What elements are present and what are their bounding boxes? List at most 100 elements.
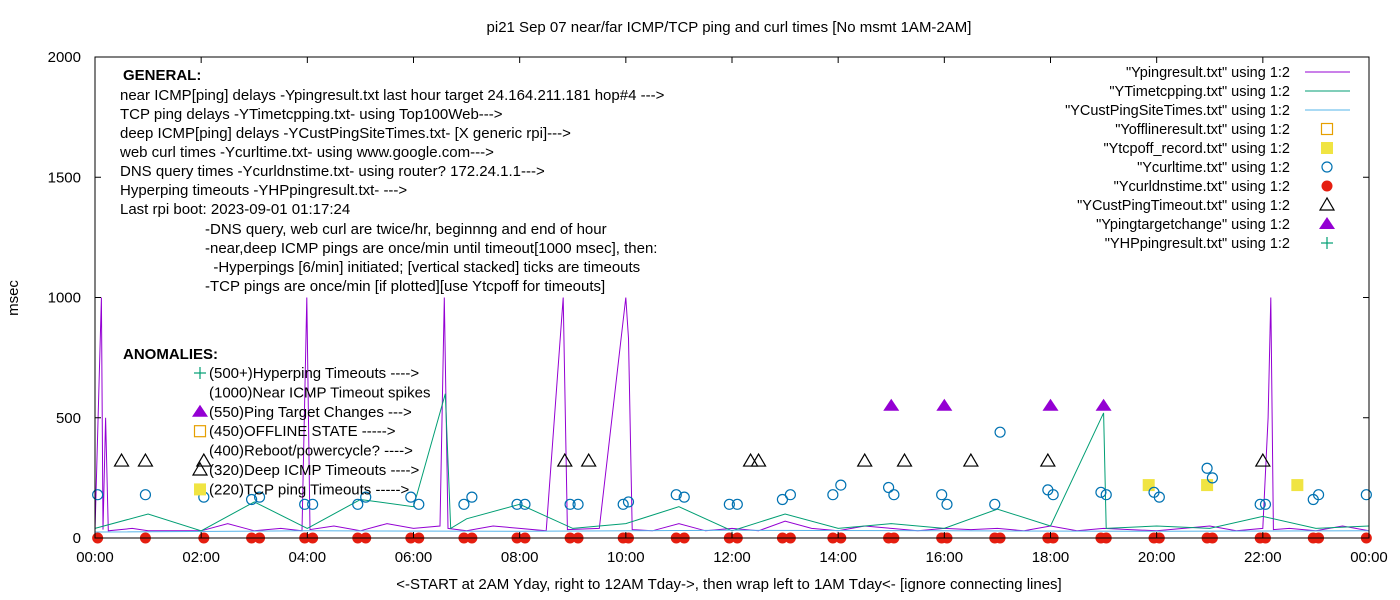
series-point-5 [827, 489, 839, 501]
y-axis-label: msec [5, 280, 22, 316]
series-point-7 [1039, 452, 1056, 467]
series-point-8 [936, 398, 953, 411]
anomaly-line: (220)TCP ping Timeouts -----> [209, 481, 409, 498]
legend-label: "Ycurltime.txt" using 1:2 [1137, 160, 1290, 176]
x-tick-label: 06:00 [395, 549, 433, 566]
legend-swatch [1320, 122, 1334, 136]
x-tick-label: 16:00 [926, 549, 964, 566]
anomaly-line: (1000)Near ICMP Timeout spikes [209, 384, 430, 401]
general-line: TCP ping delays -YTimetcpping.txt- using… [120, 106, 503, 123]
series-point-5 [519, 498, 531, 510]
annotation-layer: GENERAL: near ICMP[ping] delays -Ypingres… [119, 67, 665, 498]
chart-title: pi21 Sep 07 near/far ICMP/TCP ping and c… [487, 19, 972, 36]
legend-swatch [1319, 217, 1335, 229]
anomaly-marker [194, 483, 206, 496]
y-tick-label: 1500 [48, 169, 81, 186]
series-point-8 [883, 398, 900, 411]
general-line: Last rpi boot: 2023-09-01 01:17:24 [120, 201, 350, 218]
anomaly-marker [193, 425, 207, 438]
series-point-5 [1047, 489, 1059, 501]
legend-swatch [1321, 161, 1333, 173]
x-tick-label: 02:00 [182, 549, 220, 566]
legend-label: "Ytcpoff_record.txt" using 1:2 [1103, 141, 1290, 157]
series-point-5 [253, 491, 266, 503]
series-point-5 [572, 498, 584, 510]
series-point-8 [1042, 398, 1059, 411]
series-point-7 [580, 452, 597, 467]
series-point-5 [360, 491, 372, 503]
series-point-4 [1142, 479, 1155, 492]
legend-swatch [1321, 142, 1333, 154]
series-point-5 [139, 489, 152, 501]
series-point-5 [245, 493, 258, 506]
series-point-5 [307, 498, 319, 510]
general-note: -Hyperpings [6/min] initiated; [vertical… [205, 259, 640, 276]
series-point-7 [896, 452, 913, 467]
series-point-5 [466, 491, 478, 503]
series-point-5 [511, 498, 523, 510]
anomaly-marker [194, 367, 206, 379]
general-note: -DNS query, web curl are twice/hr, begin… [205, 221, 607, 238]
general-line: near ICMP[ping] delays -Ypingresult.txt … [120, 87, 665, 104]
legend-swatch [1321, 237, 1333, 249]
series-point-7 [742, 452, 759, 467]
x-tick-label: 20:00 [1138, 549, 1176, 566]
series-point-5 [1206, 472, 1219, 484]
series-point-5 [888, 489, 900, 501]
series-point-5 [1095, 486, 1107, 498]
general-note: -near,deep ICMP pings are once/min until… [205, 240, 657, 257]
x-tick-label: 00:00 [1350, 549, 1388, 566]
series-point-5 [564, 498, 576, 510]
series-point-7 [195, 452, 212, 467]
anomalies-heading: ANOMALIES: [123, 346, 218, 363]
series-point-5 [941, 498, 953, 510]
series-point-7 [750, 452, 767, 467]
series-point-5 [731, 498, 743, 510]
series-line-1 [94, 393, 1370, 532]
series-point-5 [413, 498, 425, 510]
anomaly-line: (320)Deep ICMP Timeouts ----> [209, 462, 419, 479]
general-line: deep ICMP[ping] delays -YCustPingSiteTim… [120, 125, 571, 142]
series-point-8 [1095, 398, 1112, 411]
series-point-5 [784, 489, 796, 501]
series-point-5 [678, 491, 690, 503]
series-point-5 [776, 493, 789, 506]
anomaly-line: (450)OFFLINE STATE -----> [209, 423, 396, 440]
legend-label: "Ypingresult.txt" using 1:2 [1126, 65, 1290, 81]
series-point-7 [137, 452, 154, 467]
series-point-5 [1153, 491, 1165, 503]
series-point-5 [835, 479, 847, 491]
series-point-4 [1291, 479, 1304, 492]
legend: "Ypingresult.txt" using 1:2 "YTimetcpping… [1065, 65, 1350, 252]
series-point-5 [1201, 462, 1213, 474]
series-point-7 [962, 452, 979, 467]
series-point-5 [1254, 498, 1266, 510]
legend-label: "Ypingtargetchange" using 1:2 [1096, 217, 1290, 233]
anomaly-marker [192, 404, 208, 417]
tick-layer: 00:00 02:00 04:00 06:00 08:00 10:00 12:00 14:00… [48, 49, 1388, 566]
series-layer [94, 297, 1370, 533]
anomaly-line: (400)Reboot/powercycle? ----> [209, 443, 413, 460]
y-tick-label: 500 [56, 410, 81, 427]
series-point-5 [622, 496, 635, 508]
anomaly-line: (500+)Hyperping Timeouts ----> [209, 365, 419, 382]
plot-area: 00:00 02:00 04:00 06:00 08:00 10:00 12:00 14:00… [48, 49, 1388, 566]
x-tick-label: 22:00 [1244, 549, 1282, 566]
x-tick-label: 10:00 [607, 549, 645, 566]
series-point-5 [1100, 489, 1112, 501]
legend-label: "Ycurldnstime.txt" using 1:2 [1114, 179, 1290, 195]
series-point-7 [856, 452, 873, 467]
series-point-7 [556, 452, 573, 467]
legend-label: "YTimetcpping.txt" using 1:2 [1109, 84, 1290, 100]
anomaly-line: (550)Ping Target Changes ---> [209, 404, 412, 421]
series-point-7 [113, 452, 130, 467]
series-point-5 [989, 498, 1001, 510]
legend-label: "Yofflineresult.txt" using 1:2 [1115, 122, 1290, 138]
general-heading: GENERAL: [123, 67, 201, 84]
x-tick-label: 12:00 [713, 549, 751, 566]
legend-swatch [1318, 196, 1336, 211]
series-line-0 [94, 297, 1370, 532]
series-point-5 [723, 498, 735, 510]
x-tick-label: 00:00 [76, 549, 114, 566]
series-point-5 [352, 498, 364, 510]
